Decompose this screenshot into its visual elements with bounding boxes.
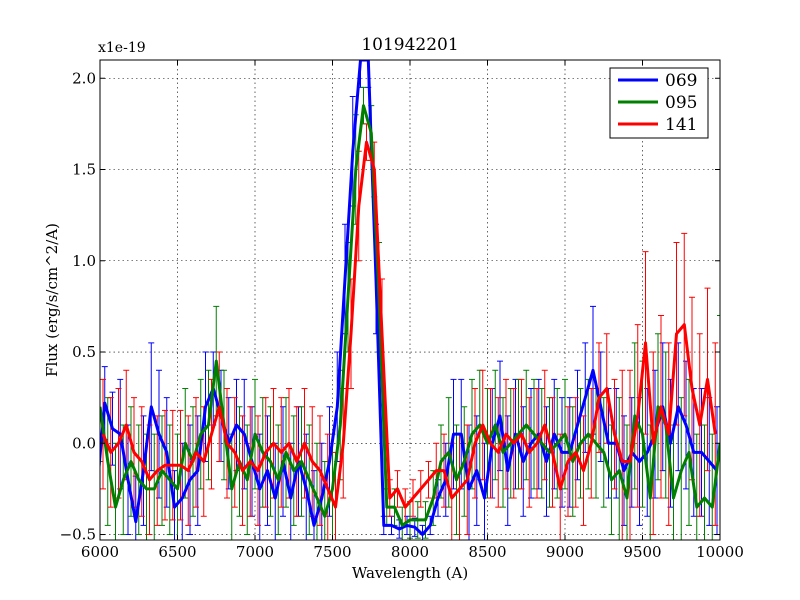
y-tick-label: 1.5 xyxy=(72,161,96,179)
y-tick-labels: −0.5 0.0 0.5 1.0 1.5 2.0 xyxy=(60,69,96,543)
series-line-141 xyxy=(101,140,717,509)
y-tick-label: 0.5 xyxy=(72,343,96,361)
x-tick-label: 8500 xyxy=(468,543,506,561)
y-tick-label: 2.0 xyxy=(72,69,96,87)
x-axis-label: Wavelength (A) xyxy=(352,564,468,582)
offset-label: x1e-19 xyxy=(98,40,146,56)
series-line-069 xyxy=(100,60,719,536)
x-tick-label: 9500 xyxy=(623,543,661,561)
series-line-095 xyxy=(100,104,720,527)
x-tick-label: 7500 xyxy=(313,543,351,561)
axis-ticks xyxy=(99,60,721,540)
legend-label-095: 095 xyxy=(665,93,697,113)
x-tick-labels: 6000 6500 7000 7500 8000 8500 9000 9500 10000 xyxy=(81,543,744,561)
x-tick-label: 9000 xyxy=(546,543,584,561)
x-tick-label: 6000 xyxy=(81,543,119,561)
legend-label-141: 141 xyxy=(665,115,697,135)
series-lines xyxy=(100,60,720,536)
x-tick-label: 8000 xyxy=(391,543,429,561)
x-tick-label: 10000 xyxy=(696,543,744,561)
chart-title: 101942201 xyxy=(361,35,458,55)
y-tick-label: −0.5 xyxy=(60,526,96,544)
y-axis-label: Flux (erg/s/cm^2/A) xyxy=(43,223,61,377)
legend: 069 095 141 xyxy=(609,67,709,139)
x-tick-label: 7000 xyxy=(236,543,274,561)
legend-label-069: 069 xyxy=(665,71,697,91)
y-tick-label: 1.0 xyxy=(72,252,96,270)
y-tick-label: 0.0 xyxy=(72,434,96,452)
x-tick-label: 6500 xyxy=(158,543,196,561)
